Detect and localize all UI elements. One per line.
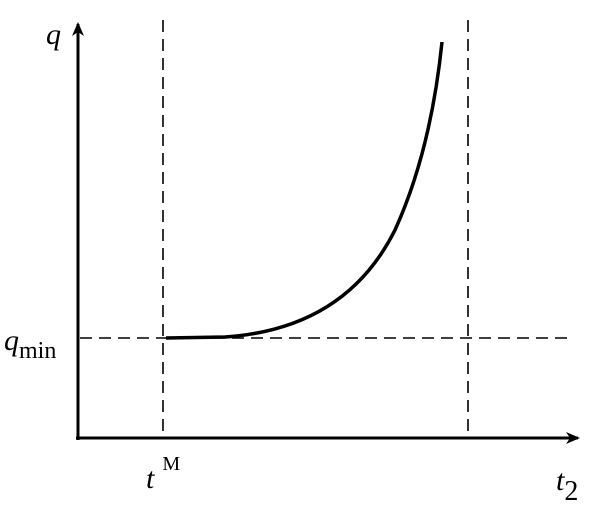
curve [165, 41, 444, 340]
x-axis-label: t2 [556, 464, 578, 507]
q-min-label: qmin [4, 324, 56, 364]
label-base: t [556, 464, 565, 497]
label-base: q [4, 324, 19, 357]
label-subscript: 2 [564, 476, 578, 507]
y-axis-label: q [46, 18, 61, 51]
label-base: t [146, 462, 155, 495]
label-subscript: min [19, 338, 56, 364]
label-superscript: M [162, 453, 180, 475]
